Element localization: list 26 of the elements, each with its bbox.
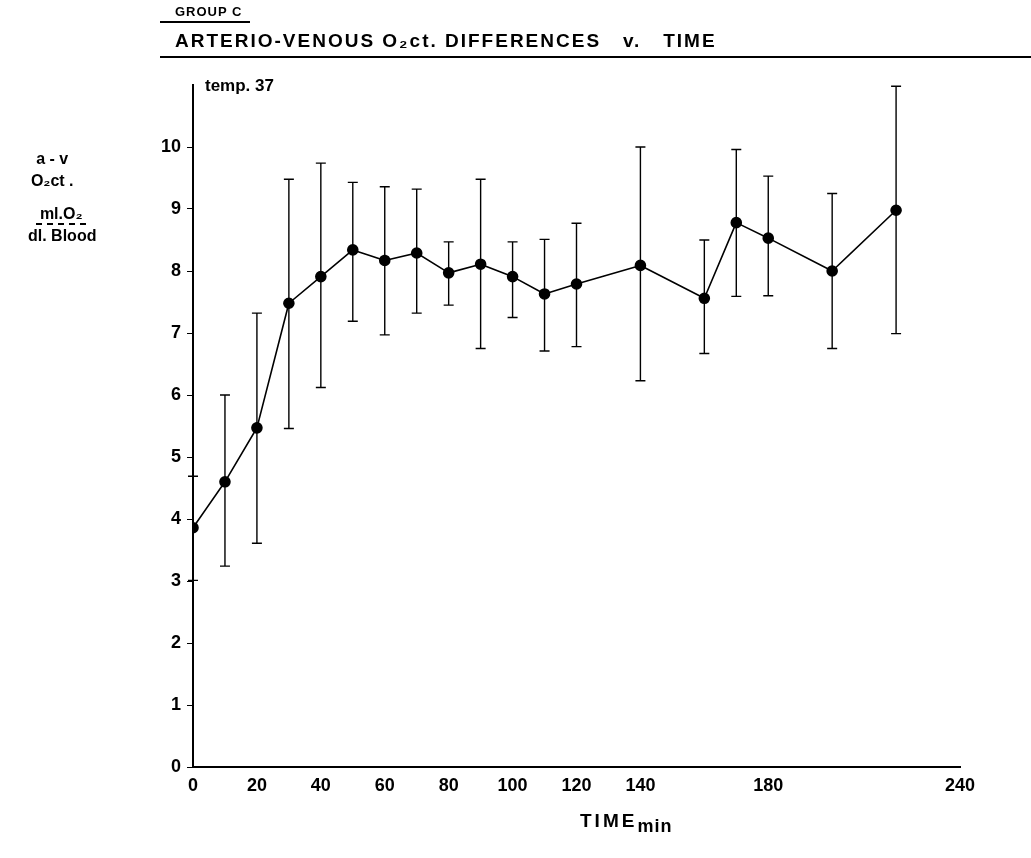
y-tick-label: 6 (170, 383, 181, 404)
x-tick-label: 40 (310, 774, 331, 795)
y-tick-label: 1 (170, 693, 181, 714)
x-tick-label: 180 (753, 774, 784, 795)
x-tick-label: 60 (374, 774, 395, 795)
x-tick-label: 100 (497, 774, 528, 795)
x-tick-label: 120 (561, 774, 592, 795)
x-tick-label: 240 (944, 774, 976, 795)
y-tick-label: 5 (170, 445, 181, 466)
y-axis-title: a - v O₂ct . ml.O₂ dl. Blood (27, 149, 97, 246)
point (538, 288, 551, 300)
y-tick-label: 0 (170, 755, 181, 776)
x-tick-label: 80 (438, 774, 459, 795)
y-tick-label: 4 (170, 507, 181, 528)
y-tick-label: 9 (170, 197, 181, 218)
chart-title: ARTERIO-VENOUS O₂ct. DIFFERENCES v. TIME (160, 30, 1031, 58)
y-tick-label: 3 (170, 569, 181, 590)
y-tick-label: 10 (160, 135, 181, 156)
y-tick-label: 7 (170, 321, 181, 342)
annotation: temp. 37 (205, 76, 274, 96)
x-tick-label: 0 (187, 774, 199, 795)
x-tick-label: 140 (625, 774, 656, 795)
y-tick-label: 2 (170, 631, 181, 652)
x-tick-label: 20 (246, 774, 267, 795)
y-tick-label: 8 (170, 259, 181, 280)
chart-subtitle: GROUP C (160, 4, 251, 23)
